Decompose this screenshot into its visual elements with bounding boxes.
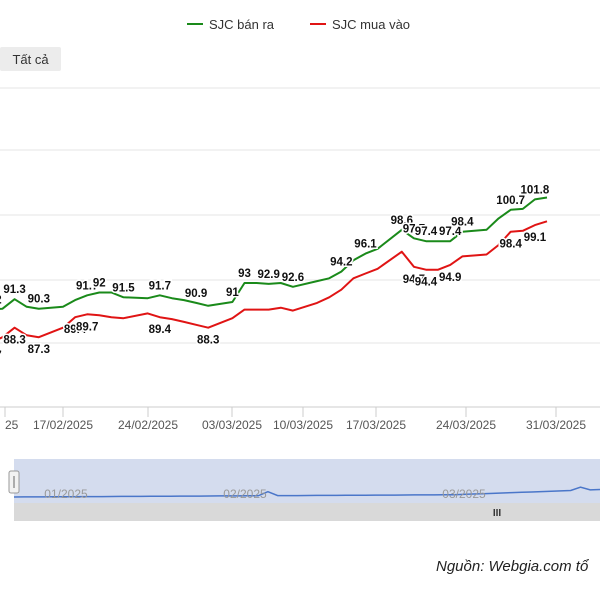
data-label: 94.2 (330, 257, 352, 269)
price-chart: .890.291.390.391.79291.591.790.9919392.9… (0, 87, 600, 521)
legend-item-sell[interactable]: SJC bán ra (187, 14, 274, 34)
navigator-line (13, 486, 600, 498)
data-label: 92 (93, 278, 106, 290)
navigator: 01/2025 02/2025 03/2025 III (0, 459, 600, 521)
x-tick-label: 24/02/2025 (118, 418, 178, 432)
data-label: 90.9 (185, 288, 207, 300)
range-all-button[interactable]: Tất cả (0, 47, 61, 71)
data-label: 87.3 (28, 344, 50, 356)
data-label: 93 (238, 268, 251, 280)
legend-swatch-sell (187, 23, 203, 25)
legend-swatch-buy (310, 23, 326, 25)
x-tick-label: 10/03/2025 (273, 418, 333, 432)
navigator-label: 03/2025 (442, 487, 486, 501)
data-label: 91.3 (3, 284, 25, 296)
data-label: 92.6 (282, 272, 304, 284)
source-note: Nguồn: Webgia.com tổ (436, 558, 589, 575)
data-label: 89.4 (149, 324, 172, 336)
data-label: 99.1 (524, 232, 547, 244)
x-tick-label: 31/03/2025 (526, 418, 586, 432)
data-label: 94.4 (415, 277, 438, 289)
legend-item-buy[interactable]: SJC mua vào (310, 14, 410, 34)
data-label: 91 (226, 287, 239, 299)
x-tick-label: 25 (5, 418, 19, 432)
data-label: 90.2 (0, 295, 2, 307)
data-label: 88.3 (3, 335, 25, 347)
x-tick-label: 17/02/2025 (33, 418, 93, 432)
x-tick-label: 24/03/2025 (436, 418, 496, 432)
data-label: 97.4 (439, 226, 462, 238)
series-line-sell (0, 196, 548, 310)
data-label: 96.1 (354, 239, 377, 251)
data-label: 89.4 (64, 324, 87, 336)
series-line-buy (0, 220, 548, 340)
data-labels: .890.291.390.391.79291.591.790.9919392.9… (0, 183, 551, 363)
data-label: 90.3 (28, 294, 50, 306)
navigator-label: 02/2025 (223, 487, 267, 501)
scrollbar-grip: III (493, 508, 502, 519)
navigator-scrollbar (14, 503, 600, 521)
legend-label-buy: SJC mua vào (332, 16, 411, 32)
x-tick-label: 03/03/2025 (202, 418, 262, 432)
legend-label-sell: SJC bán ra (209, 16, 275, 32)
data-label: 94.7 (403, 274, 425, 286)
navigator-label: 01/2025 (44, 487, 88, 501)
data-label: 100.7 (496, 195, 525, 207)
data-label: 98.4 (500, 239, 523, 251)
data-label: 97.4 (415, 226, 438, 238)
data-label: 91.5 (112, 282, 135, 294)
data-label: 101.8 (521, 184, 550, 196)
data-label: 88.3 (197, 335, 219, 347)
grid-lines (0, 87, 600, 408)
legend: SJC bán ra SJC mua vào (0, 14, 600, 34)
data-label: 98.4 (451, 217, 474, 229)
data-label: 89.7 (76, 321, 98, 333)
data-label: 91.7 (76, 280, 98, 292)
data-label: 91.7 (149, 280, 171, 292)
data-label: 97.7 (403, 223, 425, 235)
x-axis: 25 17/02/2025 24/02/2025 03/03/2025 10/03/20… (4, 407, 586, 432)
x-tick-label: 17/03/2025 (346, 418, 406, 432)
series-lines (0, 196, 548, 340)
data-label: 94.9 (439, 272, 461, 284)
data-label: 86.7 (0, 350, 2, 362)
data-label: 92.9 (258, 269, 280, 281)
data-label: 98.6 (391, 215, 413, 227)
